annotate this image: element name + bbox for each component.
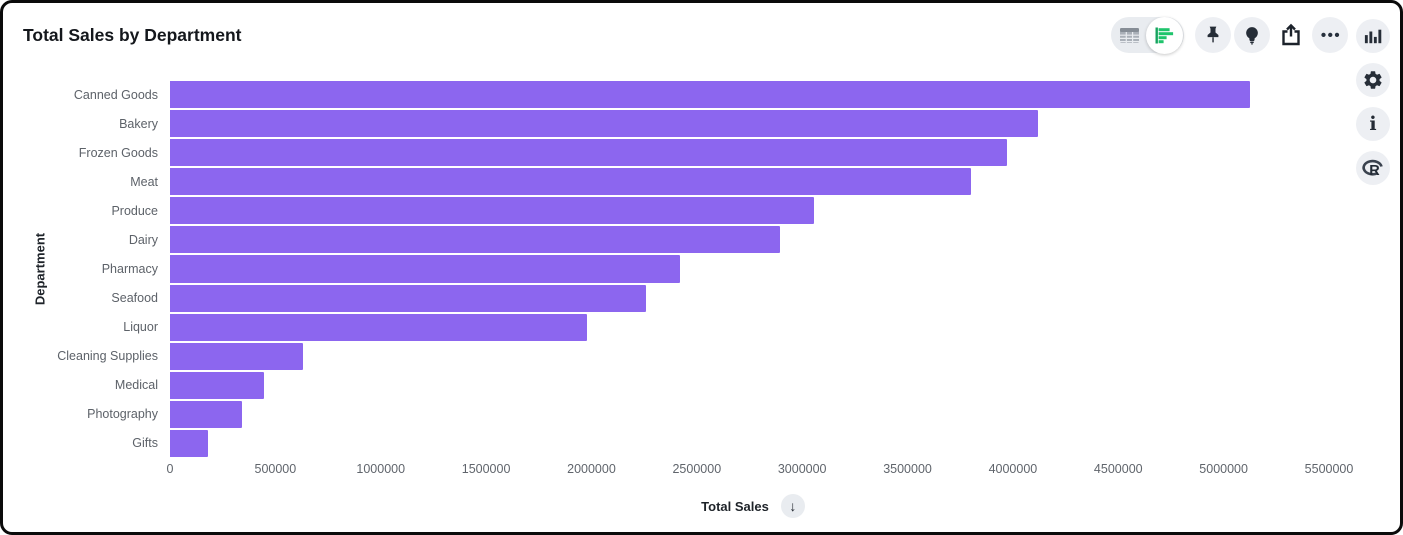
arrow-down-icon: ↓ (789, 498, 797, 514)
insights-button[interactable] (1234, 17, 1270, 53)
bar[interactable] (170, 110, 1039, 138)
x-tick-label: 5500000 (1304, 462, 1354, 476)
bar-track (170, 138, 1336, 167)
bar-row: Cleaning Supplies (3, 342, 1336, 371)
x-tick-label: 5000000 (1199, 462, 1248, 476)
x-axis-title: Total Sales (701, 498, 769, 514)
bar-chart-view-icon (1155, 27, 1174, 43)
bar-row: Pharmacy (3, 254, 1336, 283)
x-tick-label: 3000000 (777, 462, 827, 476)
y-tick-label: Frozen Goods (78, 145, 158, 160)
bar-track (170, 196, 1336, 225)
ellipsis-icon: ••• (1320, 26, 1342, 44)
x-tick-label: 1500000 (461, 462, 511, 476)
r-logo-button[interactable]: R (1356, 151, 1390, 185)
bar-track (170, 429, 1336, 458)
x-tick-label: 500000 (254, 462, 297, 476)
bar-track (170, 342, 1336, 371)
pin-icon (1207, 26, 1219, 43)
bar-row: Medical (3, 371, 1336, 400)
column-chart-icon (1364, 29, 1382, 44)
bar[interactable] (170, 197, 814, 225)
right-rail: i R (1356, 19, 1390, 185)
bar-row: Frozen Goods (3, 138, 1336, 167)
bar[interactable] (170, 168, 971, 196)
view-toggle (1111, 16, 1184, 54)
x-tick-label: 3500000 (883, 462, 932, 476)
y-tick-label: Produce (111, 203, 158, 218)
bar-track (170, 225, 1336, 254)
bar[interactable] (170, 255, 680, 283)
y-tick-label: Liquor (123, 320, 158, 335)
gear-icon (1364, 71, 1382, 89)
share-icon (1282, 23, 1300, 46)
bar-row: Meat (3, 167, 1336, 196)
y-tick-label: Meat (130, 174, 158, 189)
bar-track (170, 371, 1336, 400)
bar-row: Liquor (3, 313, 1336, 342)
bar-track (170, 167, 1336, 196)
x-tick-label: 1000000 (356, 462, 406, 476)
bar[interactable] (170, 139, 1007, 167)
toolbar: ••• (1111, 16, 1348, 54)
x-tick-label: 2500000 (672, 462, 722, 476)
x-tick-label: 4000000 (988, 462, 1038, 476)
chart-title: Total Sales by Department (23, 25, 242, 45)
bar-row: Produce (3, 196, 1336, 225)
settings-button[interactable] (1356, 63, 1390, 97)
plot-area: Canned Goods Bakery Frozen Goods Meat Produc… (3, 80, 1336, 458)
sort-direction-button[interactable]: ↓ (780, 494, 805, 518)
bar-row: Gifts (3, 429, 1336, 458)
info-button[interactable]: i (1356, 107, 1390, 141)
bar-track (170, 400, 1336, 429)
lightbulb-icon (1246, 26, 1258, 44)
bar[interactable] (170, 429, 208, 458)
y-tick-label: Pharmacy (101, 262, 158, 276)
bar-row: Bakery (3, 109, 1336, 138)
bar-row: Canned Goods (3, 80, 1336, 109)
svg-text:R: R (1369, 163, 1380, 179)
x-axis-title-row: Total Sales ↓ (170, 494, 1336, 518)
table-view-button[interactable] (1112, 18, 1146, 52)
bar-track (170, 254, 1336, 283)
chart-panel-button[interactable] (1356, 19, 1390, 53)
bar-track (170, 109, 1336, 138)
bar-row: Seafood (3, 284, 1336, 313)
bar[interactable] (170, 313, 588, 341)
y-tick-label: Photography (87, 407, 158, 422)
x-tick-label: 0 (166, 462, 174, 476)
share-button[interactable] (1273, 17, 1309, 53)
table-view-icon (1119, 27, 1139, 43)
bar[interactable] (170, 371, 264, 399)
bar-row: Dairy (3, 225, 1336, 254)
x-axis-ticks: 0 500000 1000000 1500000 2000000 2500000 30000… (166, 462, 1354, 480)
y-tick-label: Gifts (132, 436, 158, 451)
bar-row: Photography (3, 400, 1336, 429)
x-tick-label: 4500000 (1093, 462, 1143, 476)
y-tick-label: Cleaning Supplies (57, 349, 158, 364)
bar[interactable] (170, 226, 781, 254)
info-icon: i (1369, 113, 1377, 135)
bar[interactable] (170, 342, 303, 370)
y-tick-label: Dairy (128, 232, 158, 247)
y-tick-label: Seafood (111, 291, 158, 306)
chart-view-button[interactable] (1146, 16, 1183, 54)
bar-track (170, 80, 1336, 109)
r-logo-icon: R (1362, 159, 1383, 179)
y-tick-label: Canned Goods (73, 87, 158, 102)
bar-track (170, 284, 1336, 313)
bar[interactable] (170, 81, 1250, 109)
x-tick-label: 2000000 (567, 462, 616, 476)
bar[interactable] (170, 400, 242, 428)
more-options-button[interactable]: ••• (1312, 17, 1348, 53)
bar-track (170, 313, 1336, 342)
bar[interactable] (170, 284, 647, 312)
pin-button[interactable] (1195, 17, 1231, 53)
y-tick-label: Bakery (119, 116, 158, 131)
y-tick-label: Medical (114, 378, 158, 393)
